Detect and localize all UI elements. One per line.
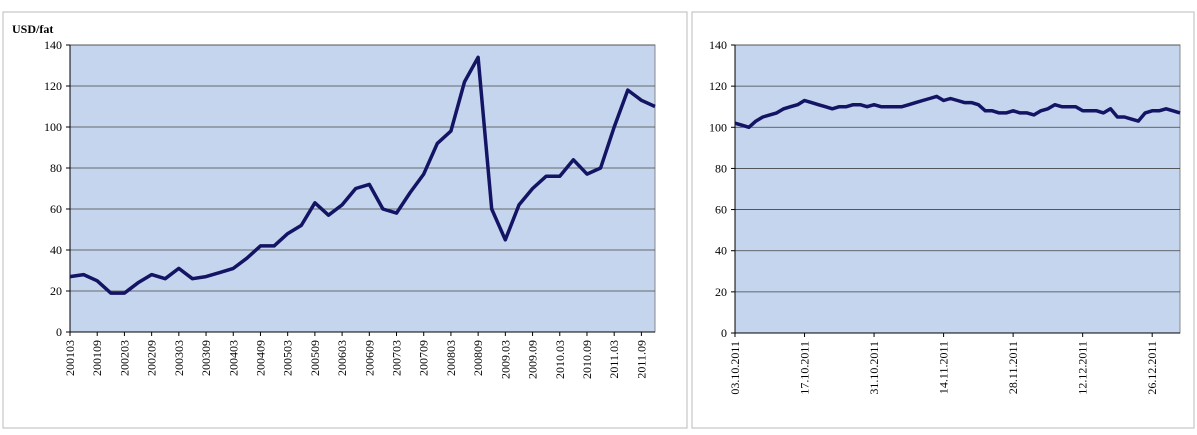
y-tick-label: 40 bbox=[50, 243, 62, 257]
y-tick-label: 100 bbox=[709, 120, 727, 134]
y-tick-label: 20 bbox=[50, 284, 62, 298]
x-tick-label: 200709 bbox=[417, 340, 431, 376]
y-tick-label: 60 bbox=[715, 203, 727, 217]
x-tick-label: 200803 bbox=[444, 340, 458, 376]
y-axis-label: USD/fat bbox=[12, 22, 53, 36]
x-tick-label: 200609 bbox=[362, 340, 376, 376]
data-line bbox=[734, 94, 1181, 130]
y-tick-label: 60 bbox=[50, 202, 62, 216]
x-tick-label: 200109 bbox=[90, 340, 104, 376]
x-tick-label: 200303 bbox=[172, 340, 186, 376]
data-line bbox=[69, 55, 656, 295]
y-tick-label: 140 bbox=[709, 38, 727, 52]
x-tick-label: 200209 bbox=[145, 340, 159, 376]
y-tick-label: 120 bbox=[709, 79, 727, 93]
plot-area bbox=[69, 44, 656, 333]
x-tick-label: 200103 bbox=[63, 340, 77, 376]
x-tick-label: 2010.03 bbox=[553, 340, 567, 379]
y-tick-label: 20 bbox=[715, 285, 727, 299]
x-tick-label: 17.10.2011 bbox=[798, 341, 812, 395]
y-tick-label: 0 bbox=[56, 325, 62, 339]
x-tick-label: 2011.09 bbox=[634, 340, 648, 379]
x-tick-label: 200403 bbox=[226, 340, 240, 376]
y-tick-label: 140 bbox=[44, 38, 62, 52]
x-tick-label: 28.11.2011 bbox=[1006, 341, 1020, 394]
x-tick-label: 2009.03 bbox=[498, 340, 512, 379]
y-tick-label: 80 bbox=[715, 161, 727, 175]
y-tick-label: 120 bbox=[44, 79, 62, 93]
x-tick-label: 200309 bbox=[199, 340, 213, 376]
plot-area bbox=[734, 44, 1181, 334]
y-tick-label: 100 bbox=[44, 120, 62, 134]
x-tick-label: 2011.03 bbox=[607, 340, 621, 379]
x-tick-label: 200603 bbox=[335, 340, 349, 376]
x-tick-label: 31.10.2011 bbox=[867, 341, 881, 395]
y-tick-label: 80 bbox=[50, 161, 62, 175]
y-tick-label: 0 bbox=[721, 326, 727, 340]
x-tick-label: 200503 bbox=[281, 340, 295, 376]
x-tick-label: 200703 bbox=[390, 340, 404, 376]
x-tick-label: 14.11.2011 bbox=[937, 341, 951, 394]
x-tick-label: 03.10.2011 bbox=[728, 341, 742, 395]
x-tick-label: 12.12.2011 bbox=[1076, 341, 1090, 395]
x-tick-label: 26.12.2011 bbox=[1145, 341, 1159, 395]
x-tick-label: 2009.09 bbox=[526, 340, 540, 379]
x-tick-label: 200203 bbox=[117, 340, 131, 376]
x-tick-label: 2010.09 bbox=[580, 340, 594, 379]
x-tick-label: 200409 bbox=[253, 340, 267, 376]
x-tick-label: 200509 bbox=[308, 340, 322, 376]
y-tick-label: 40 bbox=[715, 244, 727, 258]
x-tick-label: 200809 bbox=[471, 340, 485, 376]
